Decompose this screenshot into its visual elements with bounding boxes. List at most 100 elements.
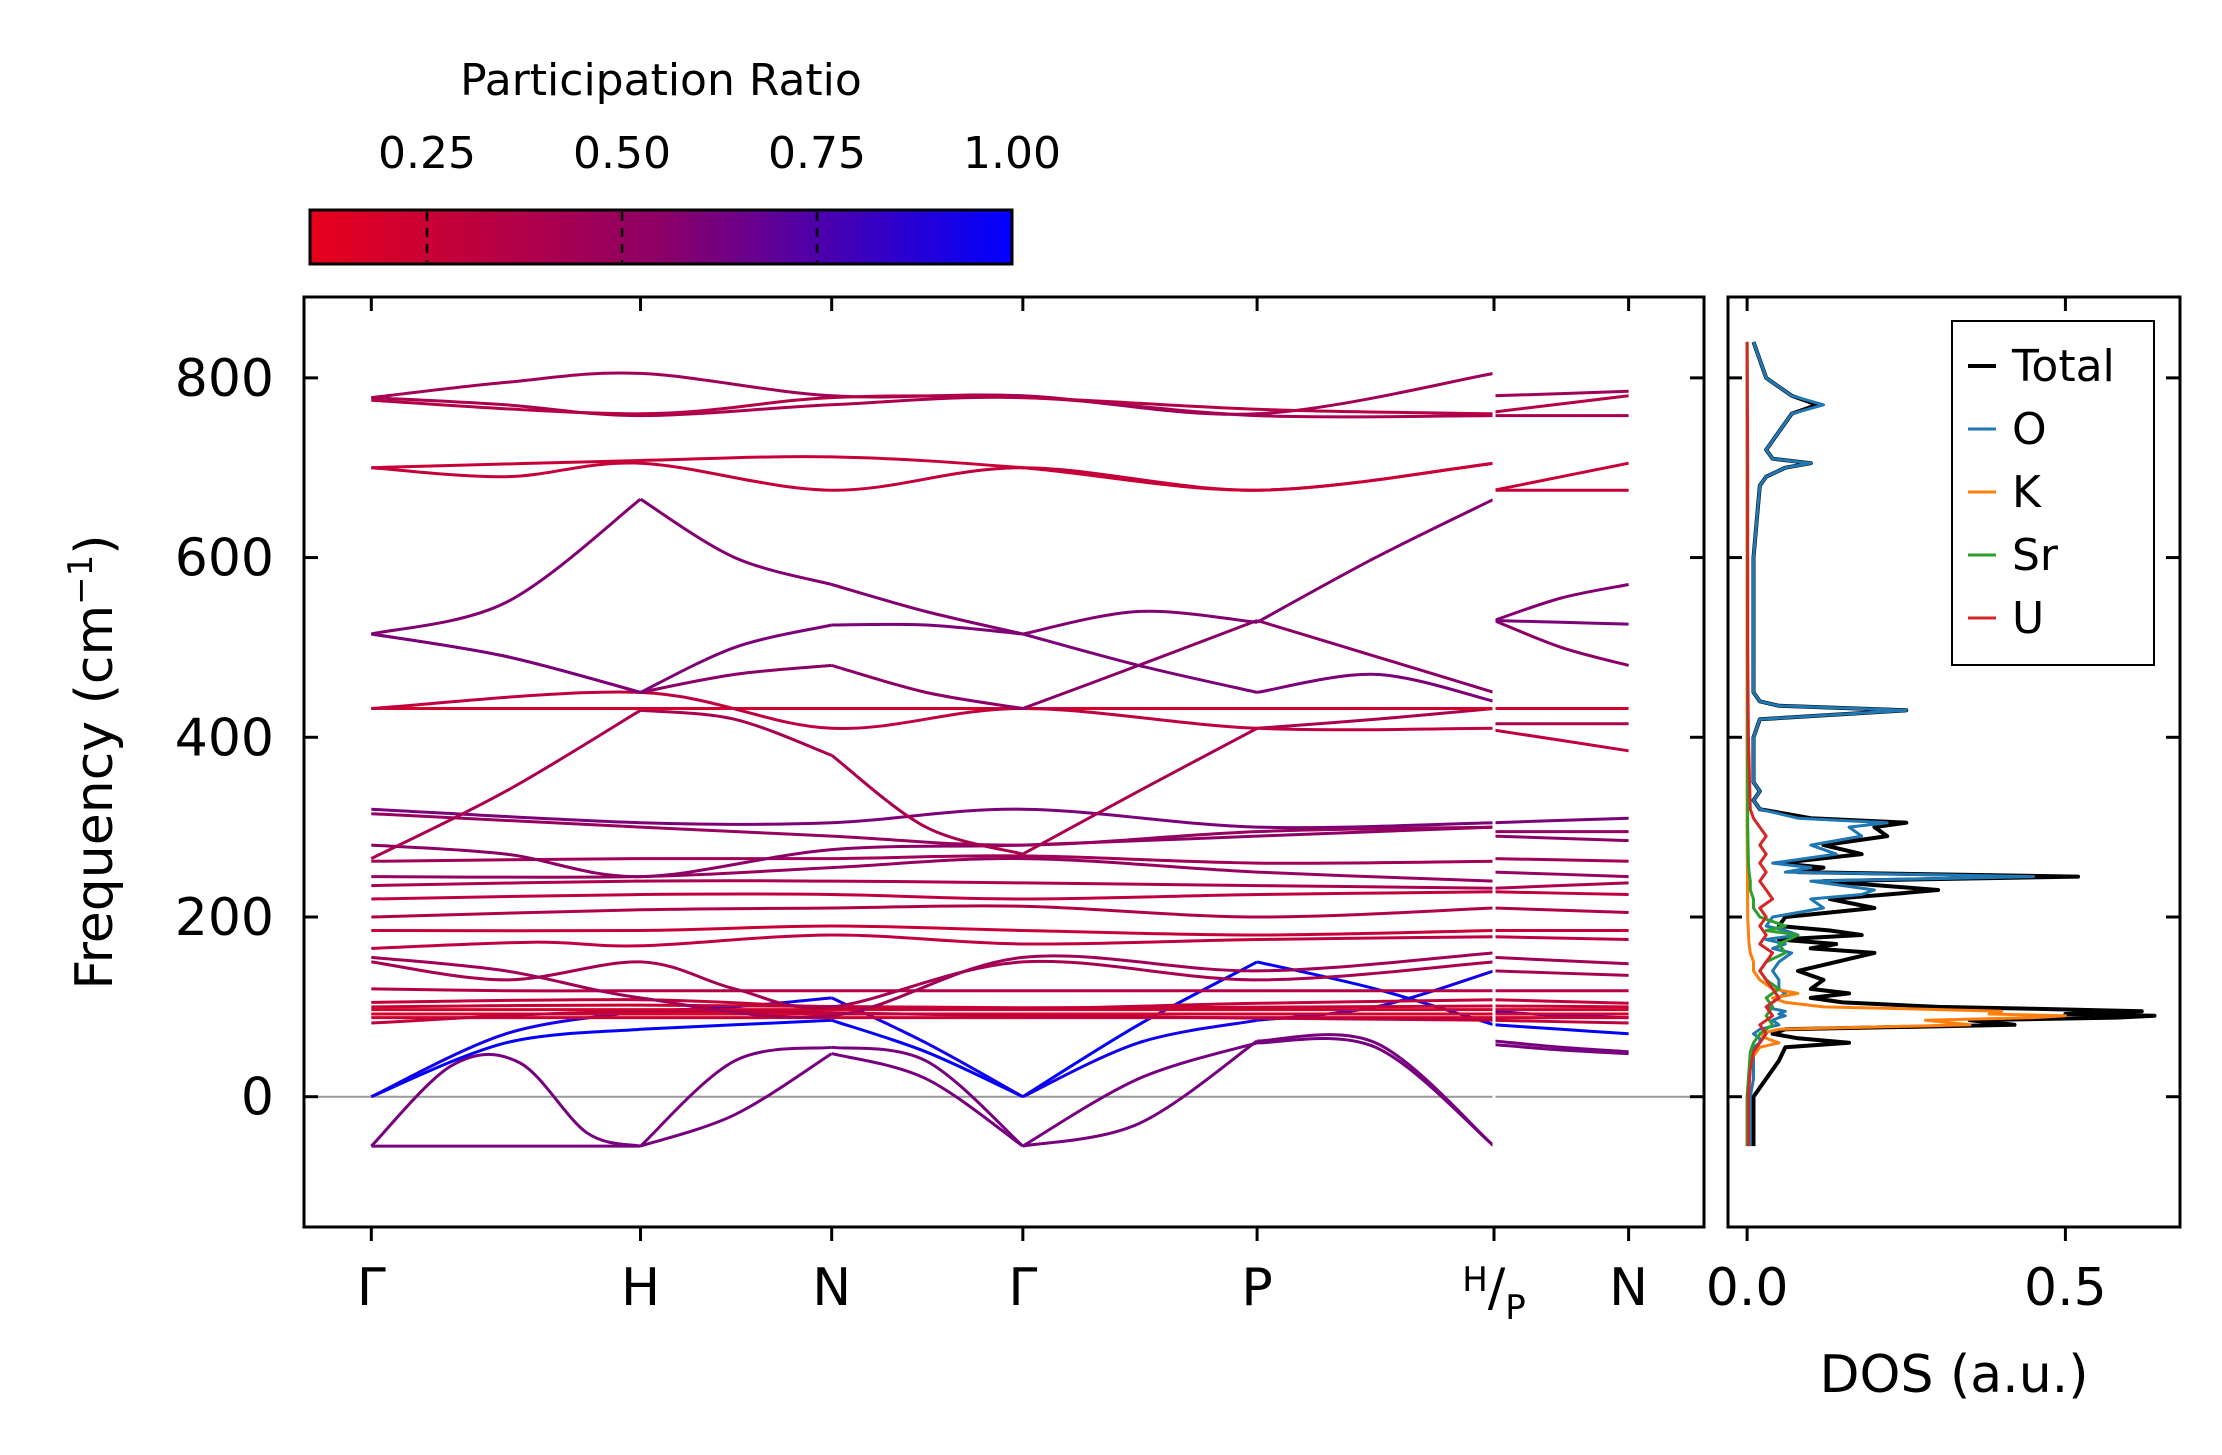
- dos-lines: [1745, 341, 2157, 1147]
- colorbar-tick-label: 0.75: [768, 128, 866, 179]
- phonon-bands: [370, 299, 1629, 1225]
- band-segment: [1256, 672, 1495, 703]
- band-segment: [371, 854, 1495, 865]
- band-segment: [1256, 497, 1495, 624]
- band-segment: [371, 1009, 1495, 1025]
- x-tick-label-slash: /: [1488, 1258, 1506, 1318]
- band-segment: [1493, 881, 1629, 890]
- legend-label-u: U: [2012, 593, 2044, 644]
- band-segment: [1493, 1043, 1629, 1056]
- band-b13: [371, 951, 1629, 1019]
- band-segment: [371, 933, 1495, 950]
- band-segment: [371, 857, 1495, 883]
- band-b10: [371, 998, 1629, 1011]
- band-segment: [831, 663, 1024, 710]
- dos-panel: 0.0 0.5 DOS (a.u.) Total OK Sr U: [1706, 295, 2182, 1405]
- band-segment: [1022, 1018, 1258, 1099]
- x-tick-label: N: [812, 1258, 851, 1318]
- band-segment: [371, 690, 1495, 732]
- band-plot-frame: [302, 295, 1706, 1229]
- x-tick-label-top: H: [1462, 1260, 1488, 1300]
- band-segment: [1257, 1037, 1495, 1148]
- band-segment: [831, 622, 1023, 636]
- band-segment: [1493, 834, 1629, 843]
- dos-x-tick-label: 0.0: [1706, 1258, 1789, 1318]
- band-b32: [371, 395, 1629, 419]
- band-segment: [1493, 955, 1629, 966]
- band-segment: [1022, 609, 1258, 636]
- band-segment: [1493, 1018, 1629, 1025]
- band-b11: [371, 987, 1629, 993]
- band-segment: [1493, 619, 1629, 626]
- band-b15: [371, 924, 1629, 937]
- x-tick-label-bottom: P: [1505, 1288, 1526, 1328]
- band-segment: [370, 498, 642, 636]
- band-segment: [371, 924, 1495, 937]
- band-b23: [371, 812, 1629, 847]
- band-segment: [1256, 619, 1495, 694]
- colorbar-tick-labels: 0.25 0.50 0.75 1.00: [378, 128, 1061, 179]
- band-segment: [1493, 935, 1629, 941]
- band-segment: [371, 807, 1495, 830]
- band-b24: [370, 707, 1629, 860]
- legend-items: Total OK Sr U: [1968, 341, 2115, 644]
- band-segment: [1256, 707, 1495, 730]
- band-b2: [370, 1037, 1629, 1148]
- band-segment: [370, 1027, 641, 1099]
- colorbar-tick-label: 0.50: [573, 128, 671, 179]
- band-b20: [371, 854, 1629, 865]
- band-segment: [371, 632, 641, 694]
- band-b14: [371, 933, 1629, 950]
- legend-label-sr: Sr: [2012, 530, 2059, 581]
- band-b18: [371, 879, 1629, 890]
- band-segment: [1493, 1039, 1629, 1054]
- x-tick-label: H/P: [1462, 1258, 1526, 1328]
- legend-label-k: K: [2012, 467, 2042, 518]
- band-segment: [1493, 394, 1629, 414]
- y-tick-label: 200: [175, 888, 274, 948]
- y-tick-label: 800: [175, 349, 274, 409]
- band-segment: [1493, 890, 1629, 896]
- band-segment: [371, 879, 1495, 890]
- band-b28: [370, 497, 1629, 636]
- dos-x-axis-ticks: 0.0 0.5: [1706, 297, 2107, 1318]
- segment-break-gap: [1492, 299, 1496, 1225]
- colorbar-tick-label: 0.25: [378, 128, 476, 179]
- band-segment: [1493, 906, 1629, 914]
- x-tick-label: P: [1241, 1258, 1272, 1318]
- band-segment: [371, 825, 1495, 879]
- y-axis-label: Frequency (cm−1): [61, 534, 125, 989]
- band-segment: [371, 455, 1495, 492]
- band-b21: [371, 825, 1629, 879]
- dos-series-o: [1748, 341, 2036, 1147]
- x-tick-label: Γ: [1008, 1258, 1037, 1318]
- band-segment: [1493, 728, 1629, 753]
- band-segment: [1493, 969, 1629, 977]
- band-segment: [1493, 1004, 1629, 1009]
- band-segment: [371, 987, 1494, 993]
- band-b22: [371, 807, 1629, 830]
- band-b26: [371, 690, 1629, 753]
- legend: Total OK Sr U: [1951, 320, 2155, 666]
- band-b34: [371, 394, 1629, 416]
- band-segment: [1493, 1023, 1629, 1036]
- legend-label-total: Total: [2011, 341, 2115, 392]
- band-segment: [371, 395, 1495, 419]
- x-tick-label: H: [621, 1258, 660, 1318]
- band-segment: [371, 998, 1495, 1011]
- band-segment: [371, 812, 1495, 847]
- band-segment: [1493, 583, 1629, 622]
- band-b19: [371, 857, 1629, 883]
- band-segment: [640, 663, 832, 694]
- band-segment: [370, 1052, 641, 1148]
- band-segment: [1022, 1039, 1258, 1148]
- band-segment: [831, 583, 1024, 636]
- colorbar-gradient: [308, 208, 1014, 266]
- band-segment: [640, 1018, 832, 1031]
- y-tick-label: 600: [175, 529, 274, 589]
- band-b31: [371, 455, 1629, 492]
- dos-series-k: [1745, 341, 2067, 1147]
- colorbar-title: Participation Ratio: [460, 55, 862, 106]
- colorbar: Participation Ratio 0.25 0.50 0.75 1.00: [308, 55, 1061, 266]
